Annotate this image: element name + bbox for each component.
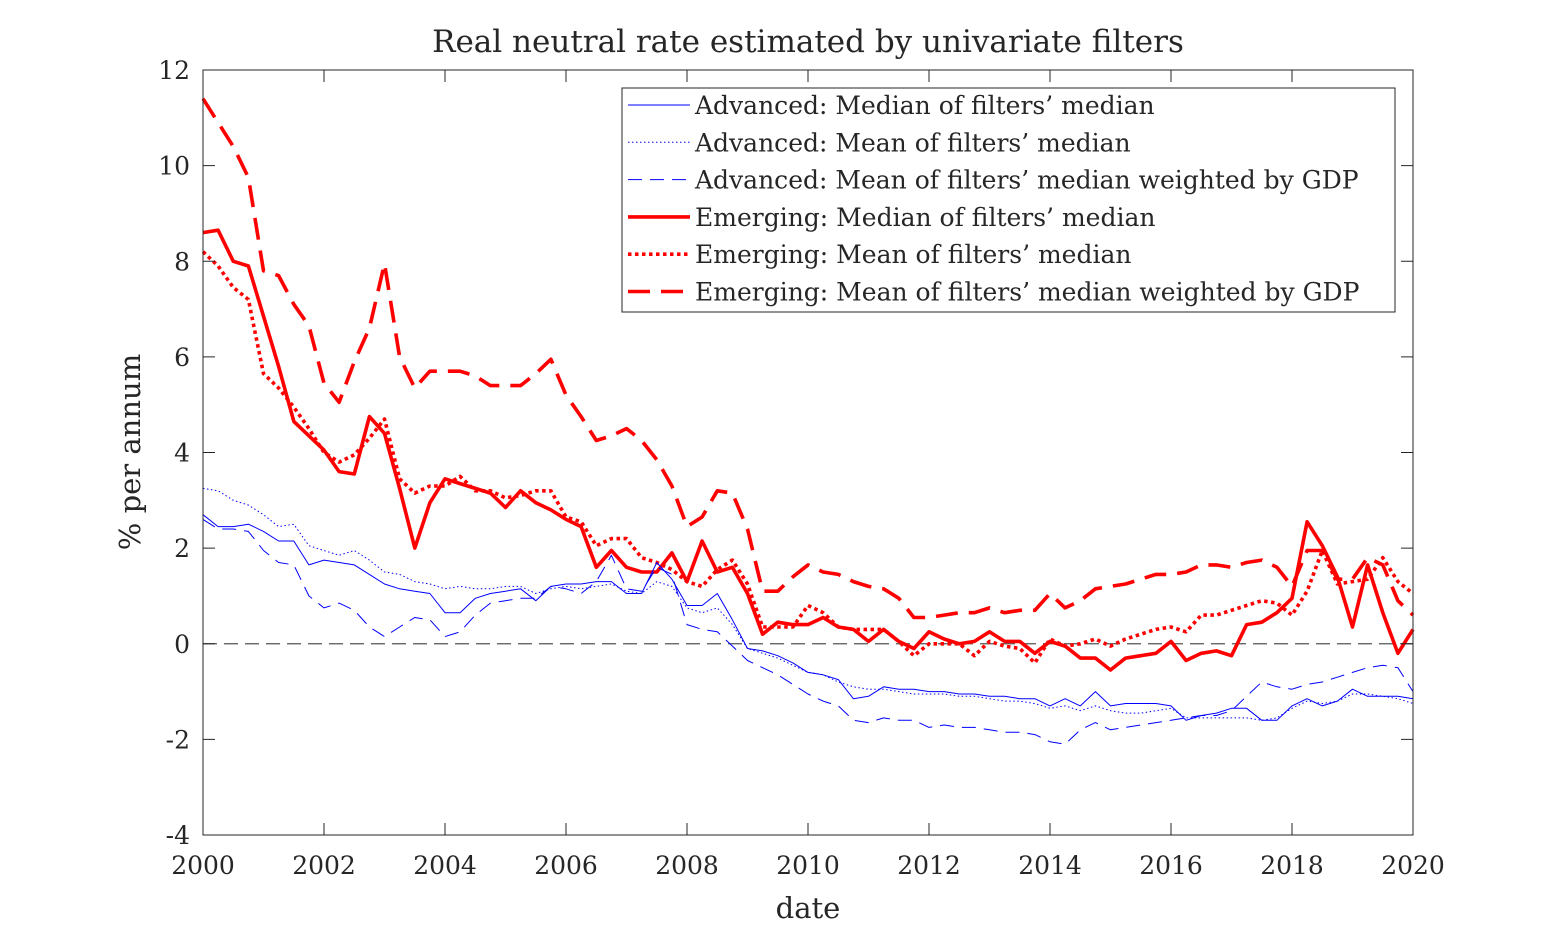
series-line-2 bbox=[202, 487, 1414, 721]
x-tick-label: 2008 bbox=[655, 851, 719, 880]
x-tick-label: 2018 bbox=[1260, 851, 1324, 880]
x-tick-label: 2012 bbox=[897, 851, 961, 880]
legend-label: Emerging: Mean of filters’ median weight… bbox=[695, 278, 1359, 307]
y-axis-label: % per annum bbox=[113, 354, 147, 550]
legend-entry-6: Emerging: Mean of filters’ median weight… bbox=[628, 278, 1359, 307]
x-axis: 2000 2002 2004 2006 2008 2010 2012 2014 2016 2018… bbox=[171, 70, 1445, 880]
y-tick-label: 2 bbox=[174, 534, 190, 563]
y-tick-label: 4 bbox=[174, 439, 190, 468]
series-layer bbox=[201, 97, 1415, 745]
legend-label: Advanced: Mean of filters’ median bbox=[694, 128, 1131, 157]
legend-label: Emerging: Mean of filters’ median bbox=[695, 240, 1131, 269]
legend-label: Emerging: Median of filters’ median bbox=[695, 203, 1155, 232]
chart-title: Real neutral rate estimated by univariat… bbox=[432, 24, 1184, 60]
y-tick-label: 0 bbox=[174, 630, 190, 659]
y-tick-label: 12 bbox=[158, 56, 190, 85]
x-tick-label: 2014 bbox=[1018, 851, 1082, 880]
legend-entry-2: Advanced: Mean of filters’ median bbox=[628, 128, 1131, 157]
y-tick-label: 10 bbox=[158, 152, 190, 181]
series-line-5 bbox=[201, 250, 1415, 665]
x-tick-label: 2002 bbox=[292, 851, 356, 880]
legend-entry-4: Emerging: Median of filters’ median bbox=[628, 203, 1155, 232]
legend-entry-3: Advanced: Mean of filters’ median weight… bbox=[628, 166, 1359, 195]
x-tick-label: 2000 bbox=[171, 851, 235, 880]
legend-entry-5: Emerging: Mean of filters’ median bbox=[628, 240, 1131, 269]
series-line-6 bbox=[201, 97, 1415, 620]
x-axis-label: date bbox=[776, 891, 841, 925]
series-line-4 bbox=[202, 228, 1415, 672]
legend-label: Advanced: Median of filters’ median bbox=[694, 91, 1155, 120]
x-tick-label: 2016 bbox=[1139, 851, 1203, 880]
series-line-3 bbox=[202, 518, 1414, 745]
legend-box bbox=[621, 87, 1396, 313]
x-tick-label: 2020 bbox=[1381, 851, 1445, 880]
legend-entry-1: Advanced: Median of filters’ median bbox=[628, 91, 1155, 120]
x-tick-label: 2010 bbox=[776, 851, 840, 880]
x-tick-label: 2006 bbox=[534, 851, 598, 880]
y-axis: -4 -2 0 2 4 6 8 10 12 bbox=[158, 56, 1413, 850]
legend-label: Advanced: Mean of filters’ median weight… bbox=[694, 166, 1359, 195]
y-tick-label: -2 bbox=[166, 725, 190, 754]
legend: Advanced: Median of filters’ median Advan… bbox=[621, 87, 1396, 313]
y-tick-label: -4 bbox=[166, 821, 190, 850]
x-tick-label: 2004 bbox=[413, 851, 477, 880]
series-line-1 bbox=[202, 514, 1414, 721]
y-tick-label: 8 bbox=[174, 247, 190, 276]
y-tick-label: 6 bbox=[174, 343, 190, 372]
